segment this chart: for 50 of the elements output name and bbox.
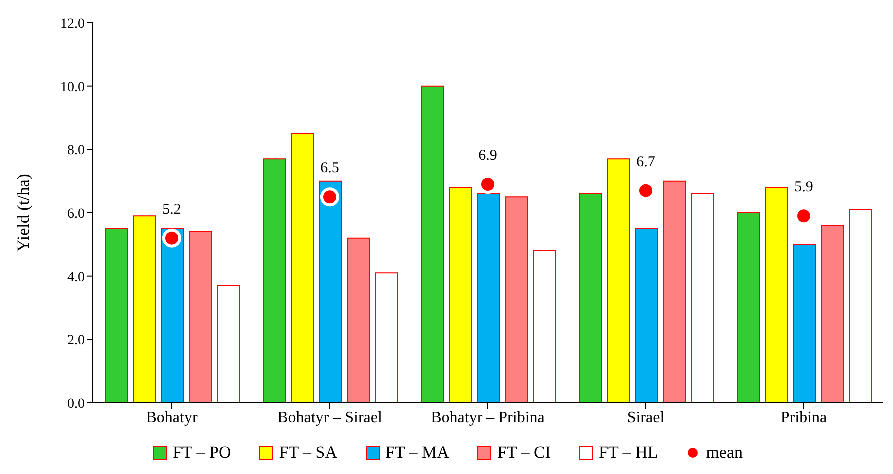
y-tick-label: 8.0	[68, 144, 85, 159]
legend-label: FT – SA	[279, 443, 338, 463]
y-tick-label: 12.0	[60, 16, 85, 32]
y-tick-label: 6.0	[68, 206, 85, 222]
bar	[291, 133, 314, 403]
x-tick-label: Bohatyr – Pribina	[431, 409, 545, 426]
bar	[737, 212, 760, 403]
bar	[607, 158, 630, 403]
bar	[579, 194, 602, 403]
bar	[849, 209, 872, 403]
bar	[505, 196, 528, 403]
bar	[449, 187, 472, 403]
data-label: 6.9	[478, 148, 498, 164]
legend-label: FT – HL	[598, 443, 658, 463]
bar	[635, 228, 658, 403]
x-tick-label: Bohatyr	[146, 409, 198, 426]
data-label: 5.2	[162, 202, 182, 218]
legend-label: mean	[706, 443, 744, 463]
x-tick-label: Bohatyr – Sirael	[278, 409, 383, 426]
data-label: 6.7	[636, 154, 656, 170]
x-tick-label: Pribina	[780, 409, 828, 426]
bar	[663, 180, 686, 403]
bar	[105, 228, 128, 403]
y-tick-label: 0.0	[68, 396, 85, 412]
bar	[319, 180, 342, 403]
bar	[161, 228, 184, 403]
x-tick-label: Sirael	[627, 409, 666, 426]
bar	[793, 244, 816, 403]
legend-label: FT – CI	[497, 443, 551, 463]
bar	[375, 272, 398, 403]
y-tick-label: 4.0	[68, 270, 85, 286]
data-label: 6.5	[320, 160, 340, 177]
y-tick-label: 10.0	[60, 80, 85, 96]
bar	[691, 194, 714, 403]
y-tick-label: 2.0	[68, 334, 85, 349]
point	[320, 188, 340, 207]
bar	[533, 250, 556, 403]
bar	[421, 86, 444, 403]
y-axis-title: Yield (t/ha)	[14, 174, 34, 252]
data-label: 5.9	[794, 180, 814, 196]
bar	[189, 232, 212, 403]
bar	[217, 285, 240, 403]
bar	[133, 216, 156, 403]
bar	[263, 158, 286, 403]
legend-label: FT – MA	[386, 443, 450, 463]
bar	[347, 238, 370, 403]
legend-label: FT – PO	[172, 443, 232, 463]
bar	[821, 225, 844, 403]
bar	[765, 187, 788, 403]
point	[162, 228, 182, 248]
